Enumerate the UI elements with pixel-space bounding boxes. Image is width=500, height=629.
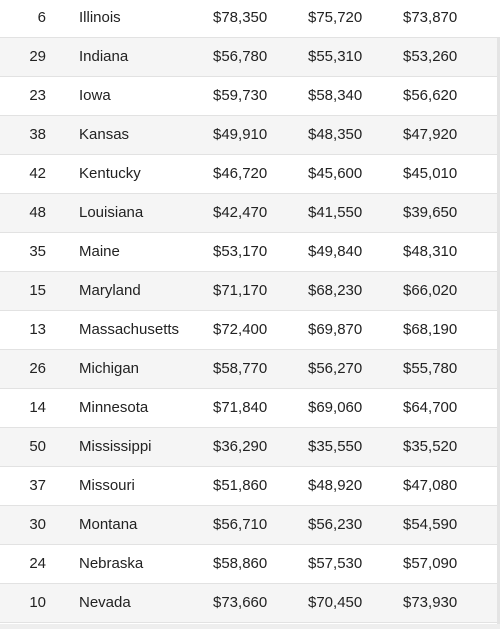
rank-cell: 24 xyxy=(29,555,46,572)
value-cell-3: $64,700 xyxy=(403,399,458,416)
value-cell-3: $73,870 xyxy=(403,9,458,26)
state-cell: Massachusetts xyxy=(79,321,180,338)
table-row[interactable]: 35 Maine $53,170 $49,840 $48,310 xyxy=(0,233,500,272)
state-cell: Louisiana xyxy=(79,204,144,221)
table-row[interactable]: 23 Iowa $59,730 $58,340 $56,620 xyxy=(0,77,500,116)
value-cell-3: $35,520 xyxy=(403,438,458,455)
value-cell-1: $56,710 xyxy=(213,516,268,533)
value-cell-3: $48,310 xyxy=(403,243,458,260)
value-cell-3: $55,780 xyxy=(403,360,458,377)
value-cell-3: $47,080 xyxy=(403,477,458,494)
value-cell-2: $58,340 xyxy=(308,87,363,104)
rank-cell: 48 xyxy=(29,204,46,221)
rank-cell: 23 xyxy=(29,87,46,104)
value-cell-2: $56,270 xyxy=(308,360,363,377)
rank-cell: 42 xyxy=(29,165,46,182)
value-cell-2: $68,230 xyxy=(308,282,363,299)
value-cell-1: $73,660 xyxy=(213,594,268,611)
rank-cell: 15 xyxy=(29,282,46,299)
rank-cell: 50 xyxy=(29,438,46,455)
rank-cell: 6 xyxy=(37,9,46,26)
table-row[interactable]: 48 Louisiana $42,470 $41,550 $39,650 xyxy=(0,194,500,233)
state-cell: Missouri xyxy=(79,477,135,494)
value-cell-1: $53,170 xyxy=(213,243,268,260)
table-row[interactable]: 30 Montana $56,710 $56,230 $54,590 xyxy=(0,506,500,545)
state-cell: Iowa xyxy=(79,87,111,104)
table-row[interactable]: 13 Massachusetts $72,400 $69,870 $68,190 xyxy=(0,311,500,350)
table-row[interactable]: 42 Kentucky $46,720 $45,600 $45,010 xyxy=(0,155,500,194)
value-cell-3: $56,620 xyxy=(403,87,458,104)
value-cell-2: $41,550 xyxy=(308,204,363,221)
value-cell-1: $46,720 xyxy=(213,165,268,182)
rank-cell: 10 xyxy=(29,594,46,611)
state-cell: Nevada xyxy=(79,594,131,611)
table-row[interactable]: 6 Illinois $78,350 $75,720 $73,870 xyxy=(0,0,500,38)
rank-cell: 37 xyxy=(29,477,46,494)
state-cell: Illinois xyxy=(79,9,121,26)
value-cell-1: $49,910 xyxy=(213,126,268,143)
state-cell: Montana xyxy=(79,516,138,533)
table-row[interactable]: 29 Indiana $56,780 $55,310 $53,260 xyxy=(0,38,500,77)
value-cell-2: $55,310 xyxy=(308,48,363,65)
state-cell: Michigan xyxy=(79,360,140,377)
state-cell: Maine xyxy=(79,243,120,260)
value-cell-3: $54,590 xyxy=(403,516,458,533)
table-row[interactable]: 38 Kansas $49,910 $48,350 $47,920 xyxy=(0,116,500,155)
table-bottom-edge xyxy=(0,624,500,629)
value-cell-2: $70,450 xyxy=(308,594,363,611)
table-row[interactable]: 26 Michigan $58,770 $56,270 $55,780 xyxy=(0,350,500,389)
rank-cell: 30 xyxy=(29,516,46,533)
table-row[interactable]: 24 Nebraska $58,860 $57,530 $57,090 xyxy=(0,545,500,584)
value-cell-2: $48,350 xyxy=(308,126,363,143)
value-cell-2: $49,840 xyxy=(308,243,363,260)
value-cell-3: $68,190 xyxy=(403,321,458,338)
value-cell-1: $58,860 xyxy=(213,555,268,572)
table-row[interactable]: 10 Nevada $73,660 $70,450 $73,930 xyxy=(0,584,500,623)
value-cell-3: $73,930 xyxy=(403,594,458,611)
rank-cell: 26 xyxy=(29,360,46,377)
value-cell-2: $48,920 xyxy=(308,477,363,494)
value-cell-2: $69,060 xyxy=(308,399,363,416)
value-cell-1: $71,840 xyxy=(213,399,268,416)
scrollbar-track[interactable] xyxy=(497,38,500,629)
value-cell-2: $45,600 xyxy=(308,165,363,182)
value-cell-1: $78,350 xyxy=(213,9,268,26)
state-cell: Indiana xyxy=(79,48,129,65)
rank-cell: 38 xyxy=(29,126,46,143)
value-cell-2: $35,550 xyxy=(308,438,363,455)
value-cell-2: $69,870 xyxy=(308,321,363,338)
value-cell-3: $57,090 xyxy=(403,555,458,572)
table-row[interactable]: 14 Minnesota $71,840 $69,060 $64,700 xyxy=(0,389,500,428)
value-cell-1: $36,290 xyxy=(213,438,268,455)
state-cell: Minnesota xyxy=(79,399,149,416)
value-cell-1: $51,860 xyxy=(213,477,268,494)
table-row[interactable]: 15 Maryland $71,170 $68,230 $66,020 xyxy=(0,272,500,311)
value-cell-3: $53,260 xyxy=(403,48,458,65)
table-row[interactable]: 50 Mississippi $36,290 $35,550 $35,520 xyxy=(0,428,500,467)
value-cell-3: $45,010 xyxy=(403,165,458,182)
value-cell-2: $56,230 xyxy=(308,516,363,533)
state-cell: Kentucky xyxy=(79,165,141,182)
value-cell-3: $66,020 xyxy=(403,282,458,299)
state-cell: Mississippi xyxy=(79,438,152,455)
rank-cell: 14 xyxy=(29,399,46,416)
rank-cell: 35 xyxy=(29,243,46,260)
value-cell-3: $47,920 xyxy=(403,126,458,143)
value-cell-1: $71,170 xyxy=(213,282,268,299)
value-cell-1: $42,470 xyxy=(213,204,268,221)
value-cell-1: $72,400 xyxy=(213,321,268,338)
value-cell-1: $58,770 xyxy=(213,360,268,377)
value-cell-1: $59,730 xyxy=(213,87,268,104)
state-cell: Kansas xyxy=(79,126,130,143)
table-row[interactable]: 37 Missouri $51,860 $48,920 $47,080 xyxy=(0,467,500,506)
value-cell-1: $56,780 xyxy=(213,48,268,65)
state-cell: Nebraska xyxy=(79,555,144,572)
value-cell-3: $39,650 xyxy=(403,204,458,221)
value-cell-2: $57,530 xyxy=(308,555,363,572)
rank-cell: 29 xyxy=(29,48,46,65)
state-cell: Maryland xyxy=(79,282,141,299)
rank-cell: 13 xyxy=(29,321,46,338)
value-cell-2: $75,720 xyxy=(308,9,363,26)
